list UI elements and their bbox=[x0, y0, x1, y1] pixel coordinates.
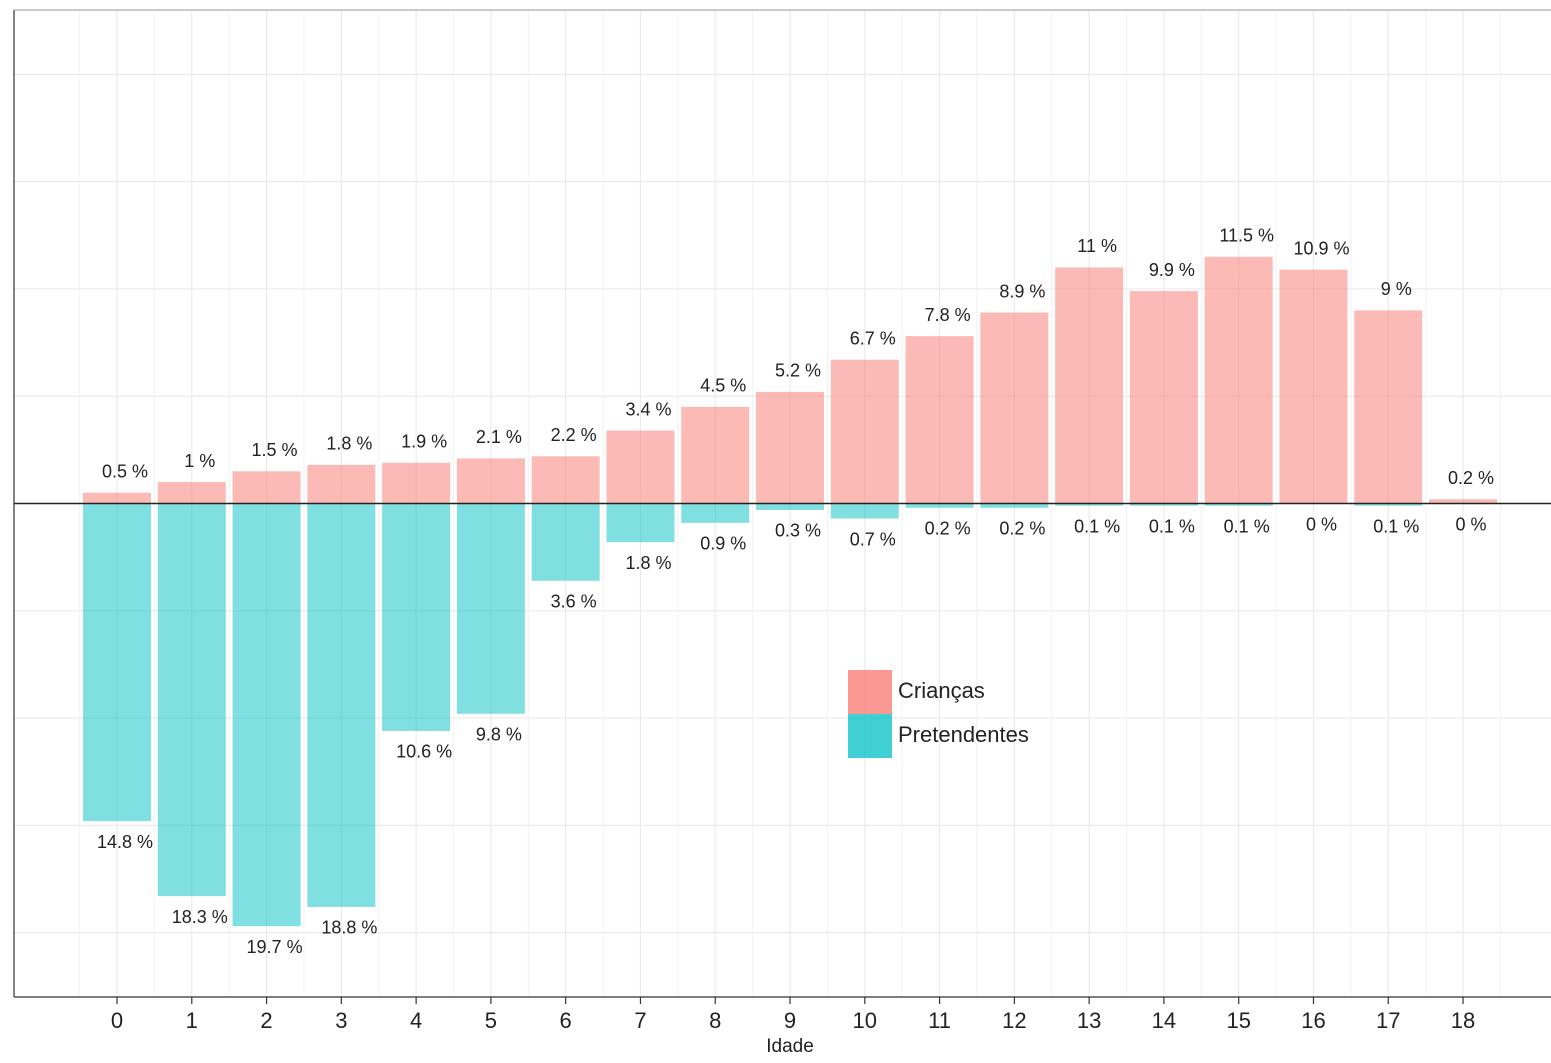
value-label: 3.4 % bbox=[625, 399, 671, 419]
bar bbox=[1279, 269, 1348, 504]
bar bbox=[1354, 310, 1423, 504]
value-label: 11.5 % bbox=[1219, 226, 1274, 246]
value-label: 0 % bbox=[1456, 514, 1487, 534]
bar bbox=[456, 503, 525, 714]
value-label: 0.7 % bbox=[850, 529, 896, 549]
x-axis-label: Idade bbox=[766, 1036, 814, 1057]
x-tick-label: 4 bbox=[410, 1008, 422, 1033]
x-tick-label: 14 bbox=[1152, 1008, 1176, 1033]
value-label: 8.9 % bbox=[999, 281, 1045, 301]
bar bbox=[531, 456, 600, 504]
bar bbox=[756, 391, 825, 504]
bar bbox=[382, 462, 451, 504]
x-tick-label: 5 bbox=[485, 1008, 497, 1033]
x-tick-label: 3 bbox=[335, 1008, 347, 1033]
bar bbox=[1129, 291, 1198, 504]
value-label: 0.1 % bbox=[1074, 516, 1120, 536]
x-tick-label: 15 bbox=[1226, 1008, 1250, 1033]
value-label: 2.1 % bbox=[476, 427, 522, 447]
x-tick-label: 18 bbox=[1451, 1008, 1475, 1033]
bar bbox=[307, 503, 376, 907]
x-tick-label: 9 bbox=[784, 1008, 796, 1033]
bar bbox=[830, 359, 899, 504]
bar bbox=[1204, 503, 1273, 506]
value-label: 1.5 % bbox=[252, 440, 298, 460]
bar bbox=[1354, 503, 1423, 506]
bar bbox=[681, 503, 750, 523]
bar bbox=[830, 503, 899, 519]
bar bbox=[83, 503, 151, 822]
value-label: 0.2 % bbox=[925, 519, 971, 539]
value-label: 0.9 % bbox=[700, 534, 746, 554]
value-label: 9.8 % bbox=[476, 725, 522, 745]
value-label: 7.8 % bbox=[925, 305, 971, 325]
legend-swatch bbox=[848, 670, 892, 714]
x-tick-label: 12 bbox=[1002, 1008, 1026, 1033]
value-label: 0.5 % bbox=[102, 462, 148, 482]
value-label: 0.2 % bbox=[1448, 468, 1494, 488]
value-label: 9.9 % bbox=[1149, 260, 1195, 280]
x-tick-label: 1 bbox=[186, 1008, 198, 1033]
value-label: 3.6 % bbox=[551, 591, 597, 611]
value-label: 0.1 % bbox=[1373, 516, 1419, 536]
bar bbox=[606, 503, 675, 543]
value-label: 1.8 % bbox=[326, 434, 372, 454]
value-label: 18.3 % bbox=[172, 907, 228, 927]
legend-label: Crianças bbox=[898, 678, 985, 703]
value-label: 2.2 % bbox=[551, 425, 597, 445]
x-tick-label: 2 bbox=[260, 1008, 272, 1033]
bar bbox=[1204, 256, 1273, 504]
bar bbox=[905, 336, 974, 504]
bar bbox=[606, 430, 675, 504]
legend-swatch bbox=[848, 714, 892, 758]
bar bbox=[756, 503, 825, 510]
x-tick-label: 8 bbox=[709, 1008, 721, 1033]
bar bbox=[157, 503, 226, 897]
bar bbox=[1129, 503, 1198, 506]
x-tick-label: 10 bbox=[853, 1008, 877, 1033]
value-label: 10.6 % bbox=[396, 742, 452, 762]
x-tick-label: 0 bbox=[111, 1008, 123, 1033]
x-tick-label: 7 bbox=[634, 1008, 646, 1033]
value-label: 4.5 % bbox=[700, 376, 746, 396]
legend-label: Pretendentes bbox=[898, 722, 1029, 747]
value-label: 9 % bbox=[1381, 279, 1412, 299]
bar bbox=[157, 482, 226, 504]
value-label: 1 % bbox=[184, 451, 215, 471]
bar bbox=[307, 464, 376, 504]
bar bbox=[83, 492, 151, 504]
value-label: 14.8 % bbox=[97, 832, 153, 852]
x-tick-label: 13 bbox=[1077, 1008, 1101, 1033]
value-label: 0 % bbox=[1306, 514, 1337, 534]
x-tick-label: 6 bbox=[560, 1008, 572, 1033]
x-tick-label: 16 bbox=[1301, 1008, 1325, 1033]
value-label: 0.3 % bbox=[775, 521, 821, 541]
bar bbox=[980, 312, 1049, 504]
bar bbox=[905, 503, 974, 508]
bar bbox=[232, 503, 301, 927]
value-label: 18.8 % bbox=[321, 918, 377, 938]
bar bbox=[1055, 503, 1124, 506]
bar bbox=[531, 503, 600, 581]
value-label: 0.1 % bbox=[1224, 516, 1270, 536]
bar bbox=[456, 458, 525, 504]
value-label: 1.9 % bbox=[401, 431, 447, 451]
bar bbox=[1429, 499, 1498, 504]
value-label: 5.2 % bbox=[775, 361, 821, 381]
value-label: 19.7 % bbox=[247, 937, 303, 957]
bar bbox=[382, 503, 451, 731]
value-label: 0.2 % bbox=[999, 519, 1045, 539]
bar bbox=[1055, 267, 1124, 504]
value-label: 0.1 % bbox=[1149, 516, 1195, 536]
x-tick-label: 17 bbox=[1376, 1008, 1400, 1033]
value-label: 11 % bbox=[1077, 236, 1117, 256]
bar bbox=[232, 471, 301, 504]
value-label: 6.7 % bbox=[850, 328, 896, 348]
value-label: 10.9 % bbox=[1293, 238, 1349, 258]
value-label: 1.8 % bbox=[625, 553, 671, 573]
bar bbox=[980, 503, 1049, 508]
bar bbox=[681, 406, 750, 504]
x-tick-label: 11 bbox=[928, 1008, 951, 1033]
